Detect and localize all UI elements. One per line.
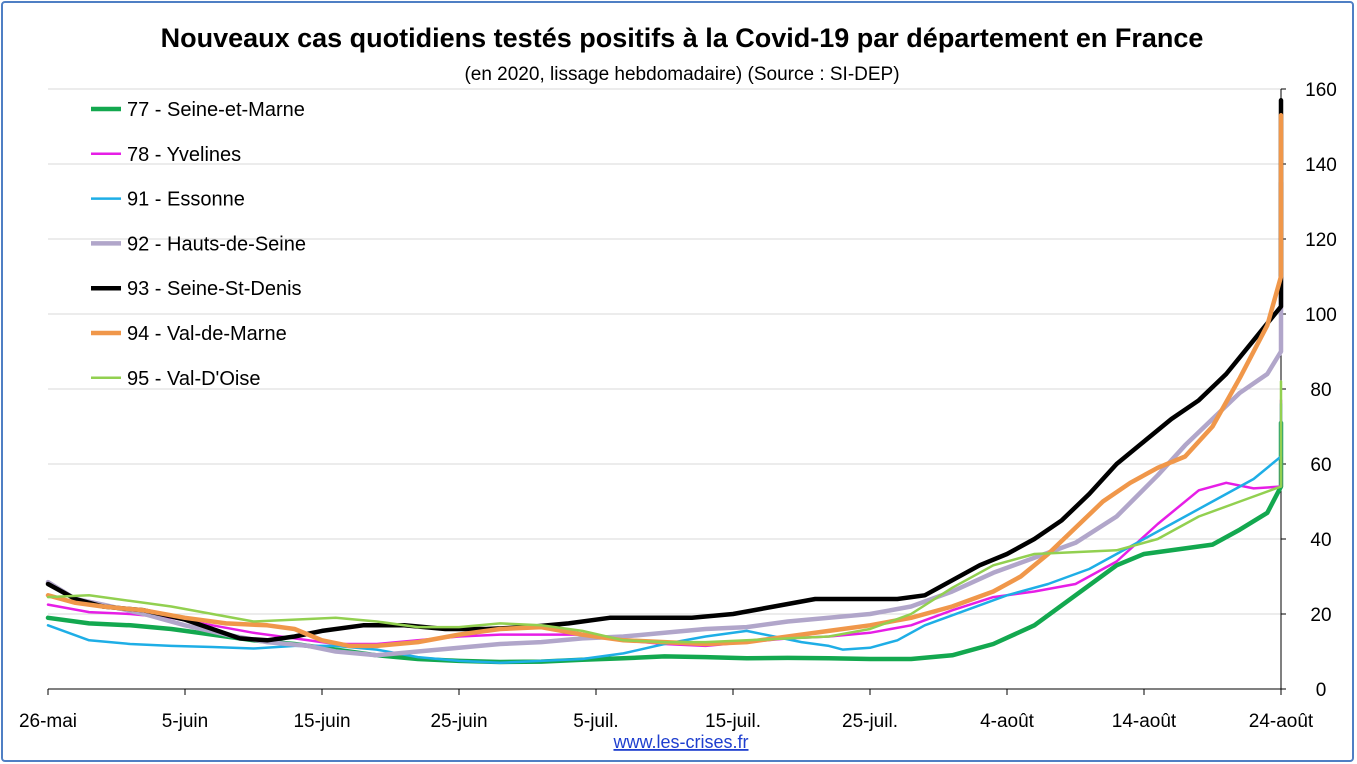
- x-tick-label: 24-août: [1249, 711, 1314, 732]
- credit-link[interactable]: www.les-crises.fr: [612, 732, 748, 752]
- y-tick-label: 100: [1305, 305, 1337, 326]
- legend-label: 92 - Hauts-de-Seine: [127, 233, 306, 255]
- legend-label: 94 - Val-de-Marne: [127, 323, 287, 345]
- x-tick-label: 4-août: [980, 711, 1035, 732]
- legend-label: 91 - Essonne: [127, 189, 245, 211]
- x-tick-label: 5-juin: [162, 711, 208, 732]
- x-tick-label: 14-août: [1112, 711, 1177, 732]
- x-tick-label: 25-juin: [430, 711, 487, 732]
- y-tick-label: 120: [1305, 230, 1337, 251]
- series-line: [48, 423, 1281, 662]
- x-tick-label: 15-juil.: [705, 711, 761, 732]
- y-tick-label: 60: [1310, 455, 1331, 476]
- x-tick-label: 5-juil.: [573, 711, 618, 732]
- y-tick-label: 0: [1316, 680, 1327, 701]
- y-tick-label: 40: [1310, 530, 1331, 551]
- chart-area: Nouveaux cas quotidiens testés positifs …: [3, 3, 1352, 760]
- legend-label: 95 - Val-D'Oise: [127, 368, 261, 390]
- legend: 77 - Seine-et-Marne 78 - Yvelines 91 - Ess…: [91, 99, 306, 390]
- chart-frame: Nouveaux cas quotidiens testés positifs …: [1, 1, 1354, 762]
- y-tick-label: 140: [1305, 155, 1337, 176]
- chart-title: Nouveaux cas quotidiens testés positifs …: [161, 23, 1204, 53]
- legend-label: 78 - Yvelines: [127, 144, 241, 166]
- x-tick-label: 25-juil.: [842, 711, 898, 732]
- gridlines: [48, 89, 1281, 614]
- x-tick-label: 26-mai: [19, 711, 77, 732]
- chart-subtitle: (en 2020, lissage hebdomadaire) (Source …: [464, 64, 899, 85]
- y-tick-label: 80: [1310, 380, 1331, 401]
- y-tick-label: 160: [1305, 80, 1337, 101]
- y-tick-label: 20: [1310, 605, 1331, 626]
- x-tick-label: 15-juin: [293, 711, 350, 732]
- series-line: [48, 400, 1281, 646]
- legend-label: 93 - Seine-St-Denis: [127, 278, 302, 300]
- series-line: [48, 382, 1281, 643]
- legend-label: 77 - Seine-et-Marne: [127, 99, 305, 121]
